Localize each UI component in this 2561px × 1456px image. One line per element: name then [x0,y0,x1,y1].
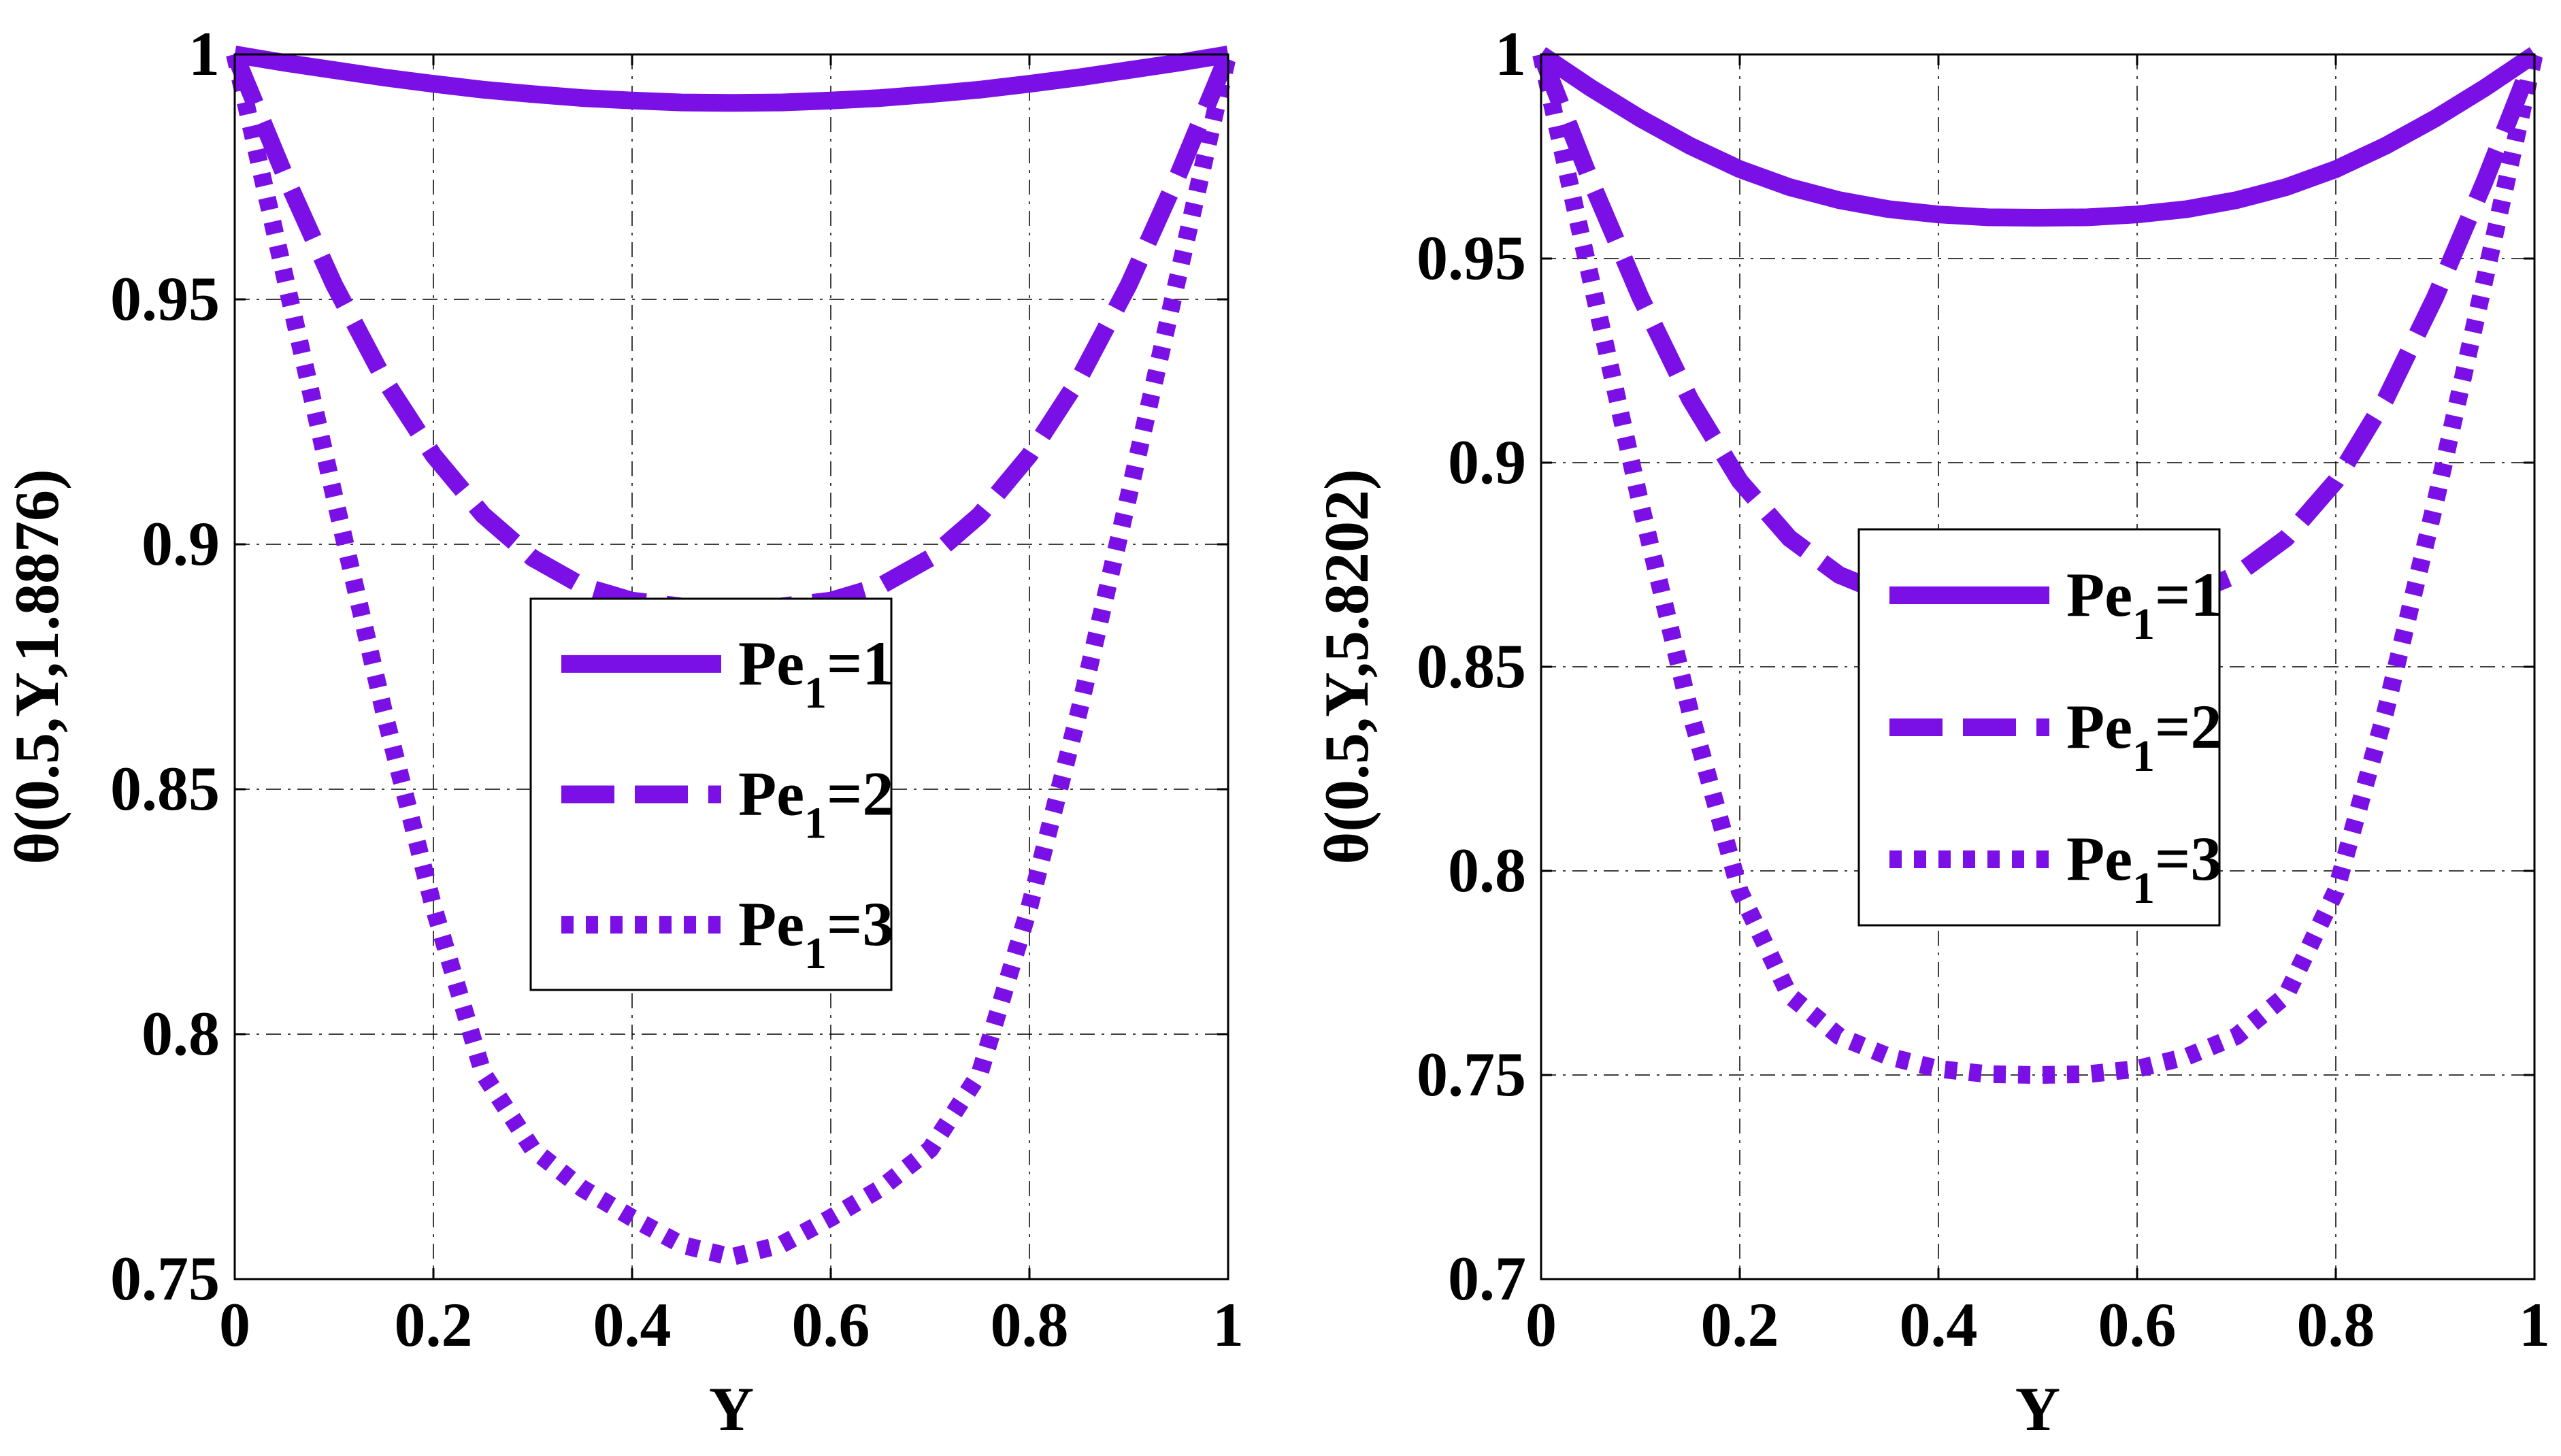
series-line-dotted [226,52,1237,1266]
legend-label: Pe1=2 [2066,692,2221,781]
x-tick-label: 0 [1525,1290,1557,1359]
x-tick-label: 0 [219,1290,250,1359]
legend-label-subscript: 1 [2132,599,2155,649]
legend-label: Pe1=2 [738,759,893,848]
legend-label-value: =3 [2155,824,2221,893]
y-tick-label: 0.75 [110,1244,220,1313]
y-tick-label: 0.95 [1417,223,1526,293]
legend-label-subscript: 1 [2132,863,2155,913]
y-axis-title: θ(0.5,Y,1.8876) [2,469,71,864]
series-line-dashed [226,51,1237,616]
y-tick-label: 1 [1495,19,1526,88]
y-tick-label: 0.8 [1448,835,1526,905]
x-axis-title: Y [2015,1374,2060,1444]
legend-label: Pe1=1 [2066,560,2221,649]
x-tick-label: 0.8 [2297,1290,2375,1359]
y-tick-label: 0.8 [142,999,220,1068]
right-chart-panel: 0 0.2 0.4 0.6 0.8 1 0.7 0.75 0.8 0.85 0.9 0.95 1 Yθ(0… [1312,19,2550,1444]
y-tick-label: 0.75 [1417,1040,1526,1109]
x-tick-label: 0.4 [593,1290,672,1359]
x-tick-label: 0.6 [792,1290,870,1359]
y-axis-title: θ(0.5,Y,5.8202) [1312,469,1381,864]
legend-label-base: Pe [2066,692,2132,761]
series-line-solid [1536,47,2540,227]
y-tick-label: 0.7 [1448,1244,1526,1313]
legend-label-base: Pe [738,629,804,698]
left-chart-panel: 0 0.2 0.4 0.6 0.8 1 0.75 0.8 0.85 0.9 0.95 1 Yθ(0.5,… [2,19,1244,1444]
y-tick-label: 0.9 [142,509,220,578]
x-axis-title: Y [709,1374,754,1444]
legend-label-value: =2 [2155,692,2221,761]
x-tick-label: 0.2 [1701,1290,1779,1359]
legend-label-base: Pe [2066,824,2132,893]
legend-label-subscript: 1 [804,799,827,848]
x-tick-label: 0.4 [1900,1290,1978,1359]
legend-label-subscript: 1 [2132,731,2155,781]
y-tick-label: 0.95 [110,264,220,333]
legend-label-base: Pe [738,889,804,959]
legend-label-base: Pe [2066,560,2132,629]
series-line-dotted [1532,52,2543,1084]
y-tick-label: 0.85 [110,754,220,823]
legend-label-base: Pe [738,759,804,829]
legend-label-value: =1 [827,629,893,698]
legend-label-value: =1 [2155,560,2221,629]
axes-frame [233,53,1229,1280]
legend-label: Pe1=3 [738,889,893,978]
legend-label-value: =3 [827,889,893,959]
y-tick-label: 1 [188,19,220,88]
legend-label-subscript: 1 [804,929,827,978]
x-tick-label: 1 [1212,1290,1244,1359]
y-tick-label: 0.85 [1417,631,1526,701]
legend-label-value: =2 [827,759,893,829]
x-tick-label: 0.6 [2098,1290,2177,1359]
x-tick-label: 0.8 [991,1290,1069,1359]
y-tick-label: 0.9 [1448,427,1526,497]
series-line-solid [233,46,1230,112]
x-tick-label: 1 [2519,1290,2550,1359]
x-tick-label: 0.2 [395,1290,473,1359]
legend-label: Pe1=1 [738,629,893,718]
legend-label-subscript: 1 [804,668,827,718]
legend-label: Pe1=3 [2066,824,2221,913]
